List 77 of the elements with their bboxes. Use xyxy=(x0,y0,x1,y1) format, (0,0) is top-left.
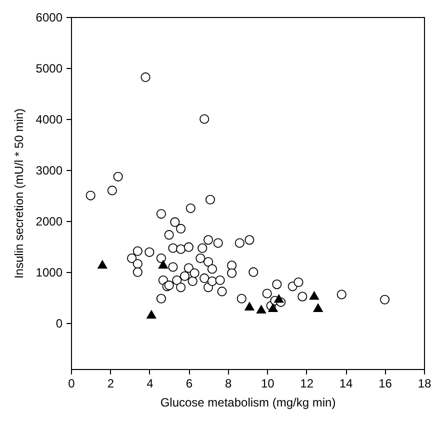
y-tick-label: 5000 xyxy=(36,62,63,76)
point xyxy=(272,280,282,290)
point xyxy=(156,209,166,219)
point xyxy=(132,259,142,269)
point xyxy=(144,247,154,257)
point xyxy=(274,294,284,303)
y-tick-label: 2000 xyxy=(36,214,63,229)
point xyxy=(248,267,258,277)
y-tick-label: 6000 xyxy=(36,10,63,24)
point xyxy=(186,204,196,214)
point xyxy=(176,244,186,254)
x-tick-label: 8 xyxy=(225,376,232,390)
point xyxy=(200,114,210,124)
x-tick-label: 10 xyxy=(260,376,275,390)
point xyxy=(146,310,156,319)
point xyxy=(113,172,123,182)
point xyxy=(168,243,178,253)
point xyxy=(176,282,186,292)
x-tick-label: 12 xyxy=(300,376,314,390)
point xyxy=(140,72,150,82)
point xyxy=(184,242,194,252)
point xyxy=(227,268,237,278)
y-tick-label: 3000 xyxy=(36,164,63,178)
x-axis-title: Glucose metabolism (mg/kg min) xyxy=(160,396,336,410)
point xyxy=(170,217,180,227)
point xyxy=(168,262,178,272)
point xyxy=(313,304,323,312)
point xyxy=(188,276,198,286)
point xyxy=(158,260,168,269)
y-tick-label: 0 xyxy=(56,316,63,331)
point xyxy=(198,243,208,253)
point xyxy=(172,275,182,286)
point xyxy=(180,271,190,281)
point xyxy=(294,278,304,288)
y-tick-label: 1000 xyxy=(36,266,63,280)
x-tick-label: 16 xyxy=(378,376,392,390)
point xyxy=(164,230,174,240)
point xyxy=(196,254,206,264)
point xyxy=(309,291,319,300)
x-tick-label: 14 xyxy=(339,376,354,390)
point xyxy=(127,254,137,264)
x-tick-label: 2 xyxy=(107,376,114,390)
point xyxy=(234,238,244,248)
point xyxy=(380,294,390,304)
point xyxy=(207,264,217,274)
y-axis-title: Insulin secretion (mU/l * 50 min) xyxy=(12,108,26,279)
point xyxy=(256,305,266,314)
point xyxy=(176,224,186,234)
point xyxy=(213,238,223,248)
point xyxy=(207,276,217,286)
point xyxy=(156,294,166,304)
point xyxy=(236,294,246,304)
point xyxy=(98,260,108,269)
x-tick-label: 6 xyxy=(186,376,193,390)
point xyxy=(217,286,227,296)
point xyxy=(190,268,200,278)
point xyxy=(184,263,194,273)
point xyxy=(86,190,96,200)
point xyxy=(298,292,308,302)
point xyxy=(132,246,142,256)
point xyxy=(200,273,210,283)
point xyxy=(204,235,214,245)
point xyxy=(268,304,278,312)
point xyxy=(215,275,225,286)
point xyxy=(156,254,166,264)
point xyxy=(204,257,214,267)
x-tick-label: 0 xyxy=(68,376,76,390)
point xyxy=(244,235,254,245)
x-tick-label: 4 xyxy=(146,376,154,390)
point xyxy=(336,290,346,300)
x-tick-label: 18 xyxy=(418,376,432,390)
point xyxy=(132,267,142,277)
point xyxy=(262,288,272,298)
point xyxy=(205,194,216,204)
y-tick-label: 4000 xyxy=(36,112,63,127)
point xyxy=(244,302,254,310)
point xyxy=(107,186,117,196)
